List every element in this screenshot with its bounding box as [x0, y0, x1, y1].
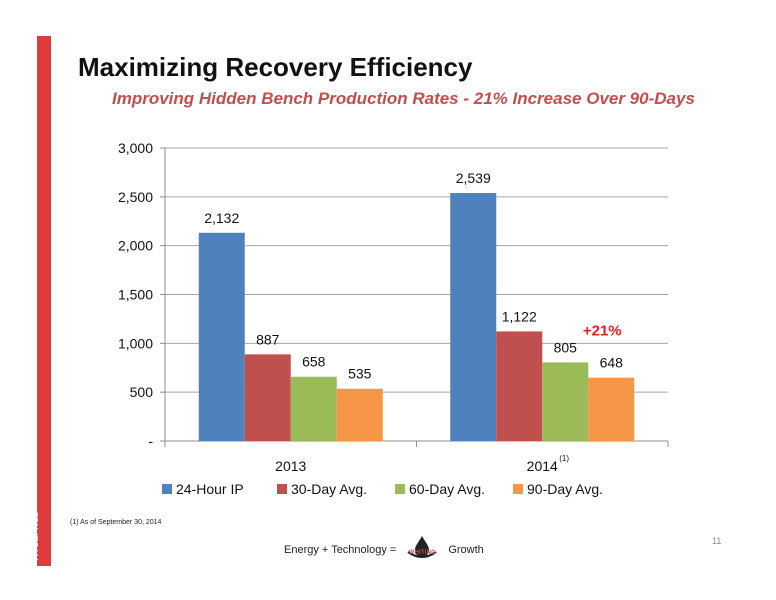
- page-number: 11: [712, 536, 722, 546]
- bar: [198, 232, 245, 441]
- y-tick-label: 2,500: [118, 189, 153, 205]
- data-label: 2,132: [204, 210, 239, 226]
- x-tick-label: 2014: [527, 458, 558, 474]
- legend-swatch: [513, 484, 523, 494]
- data-label: 648: [600, 355, 624, 371]
- bar: [336, 388, 383, 441]
- bar: [542, 362, 589, 441]
- x-tick-superscript: (1): [559, 454, 569, 463]
- slide-title: Maximizing Recovery Efficiency: [78, 52, 473, 82]
- y-tick-label: 500: [130, 384, 154, 400]
- legend-swatch: [162, 484, 172, 494]
- y-tick-label: -: [148, 433, 153, 449]
- bar: [450, 193, 497, 441]
- legend-label: 60-Day Avg.: [409, 481, 485, 497]
- legend-label: 24-Hour IP: [176, 481, 244, 497]
- footnote: (1) As of September 30, 2014: [70, 519, 162, 526]
- bar: [588, 377, 635, 441]
- legend-label: 30-Day Avg.: [291, 481, 367, 497]
- data-label: 535: [348, 366, 372, 382]
- legend-label: 90-Day Avg.: [527, 481, 603, 497]
- footer-left-text: Energy + Technology =: [284, 544, 397, 556]
- bar-chart: - 500 1,000 1,500 2,000 2,500 3,000 2,132 887 658…: [118, 140, 669, 497]
- data-label: 658: [302, 354, 326, 370]
- bar: [290, 376, 337, 441]
- legend-swatch: [277, 484, 287, 494]
- oil-drop-icon: [407, 536, 437, 558]
- slide-subtitle: Improving Hidden Bench Production Rates …: [112, 89, 695, 108]
- y-tick-label: 1,500: [118, 287, 153, 303]
- y-tick-label: 1,000: [118, 335, 153, 351]
- side-accent-bar: [37, 36, 51, 566]
- data-label: 2,539: [456, 170, 491, 186]
- increase-annotation: +21%: [583, 322, 622, 339]
- bar: [244, 354, 291, 441]
- footer-tagline: Energy + Technology = WHITING Growth: [284, 536, 484, 560]
- data-label: 805: [554, 339, 578, 355]
- x-tick-label: 2013: [275, 458, 306, 474]
- y-tick-label: 3,000: [118, 140, 153, 156]
- whiting-logo: WHITING: [402, 535, 442, 565]
- data-label: 1,122: [502, 308, 537, 324]
- bar: [496, 331, 543, 441]
- footer-right-text: Growth: [448, 544, 484, 556]
- logo-text: WHITING: [408, 550, 437, 556]
- data-label: 887: [256, 331, 280, 347]
- legend-swatch: [395, 484, 405, 494]
- y-tick-label: 2,000: [118, 238, 153, 254]
